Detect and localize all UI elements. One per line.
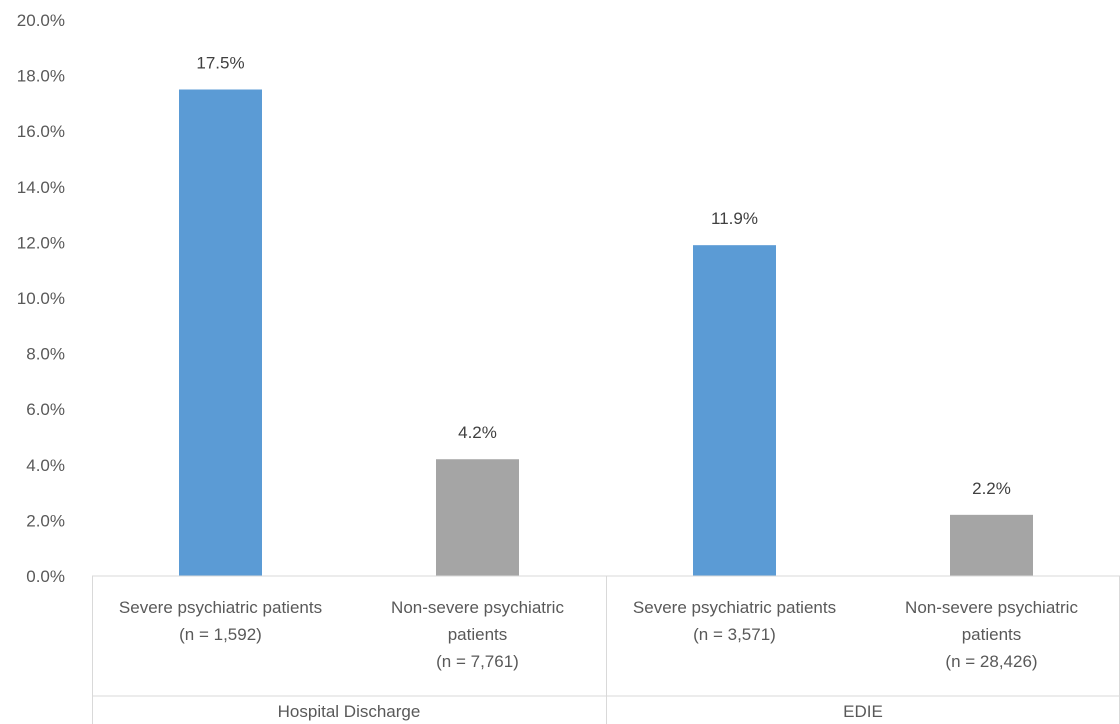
category-label: patients <box>962 625 1022 644</box>
category-label: Severe psychiatric patients <box>119 598 322 617</box>
category-label: (n = 1,592) <box>179 625 262 644</box>
category-label: Non-severe psychiatric <box>391 598 564 617</box>
bar <box>693 245 776 576</box>
bar <box>436 459 519 576</box>
category-label: Severe psychiatric patients <box>633 598 836 617</box>
data-label: 11.9% <box>711 209 758 228</box>
bar <box>179 89 262 576</box>
group-label: EDIE <box>843 702 883 721</box>
y-tick-label: 12.0% <box>17 233 65 252</box>
category-label: (n = 3,571) <box>693 625 776 644</box>
y-tick-label: 0.0% <box>26 567 65 586</box>
y-axis: 0.0% 2.0% 4.0% 6.0% 8.0% 10.0% 12.0% 14.0% 16.0%… <box>17 11 65 586</box>
category-label: (n = 28,426) <box>945 652 1037 671</box>
y-tick-label: 20.0% <box>17 11 65 30</box>
y-tick-label: 10.0% <box>17 289 65 308</box>
category-label: Non-severe psychiatric <box>905 598 1078 617</box>
data-label: 17.5% <box>196 54 244 73</box>
group-label: Hospital Discharge <box>278 702 421 721</box>
data-label: 4.2% <box>458 423 497 442</box>
y-tick-label: 16.0% <box>17 122 65 141</box>
bar <box>950 514 1033 576</box>
y-tick-label: 8.0% <box>26 345 65 364</box>
category-label: patients <box>448 625 508 644</box>
y-tick-label: 14.0% <box>17 178 65 197</box>
data-label: 2.2% <box>972 479 1011 498</box>
y-tick-label: 18.0% <box>17 67 65 86</box>
y-tick-label: 6.0% <box>26 400 65 419</box>
y-tick-label: 4.0% <box>26 456 65 475</box>
category-label: (n = 7,761) <box>436 652 519 671</box>
x-axis: Severe psychiatric patients (n = 1,592) No… <box>92 575 1120 724</box>
y-tick-label: 2.0% <box>26 511 65 530</box>
bars: 17.5% 4.2% 11.9% 2.2% <box>179 54 1033 576</box>
